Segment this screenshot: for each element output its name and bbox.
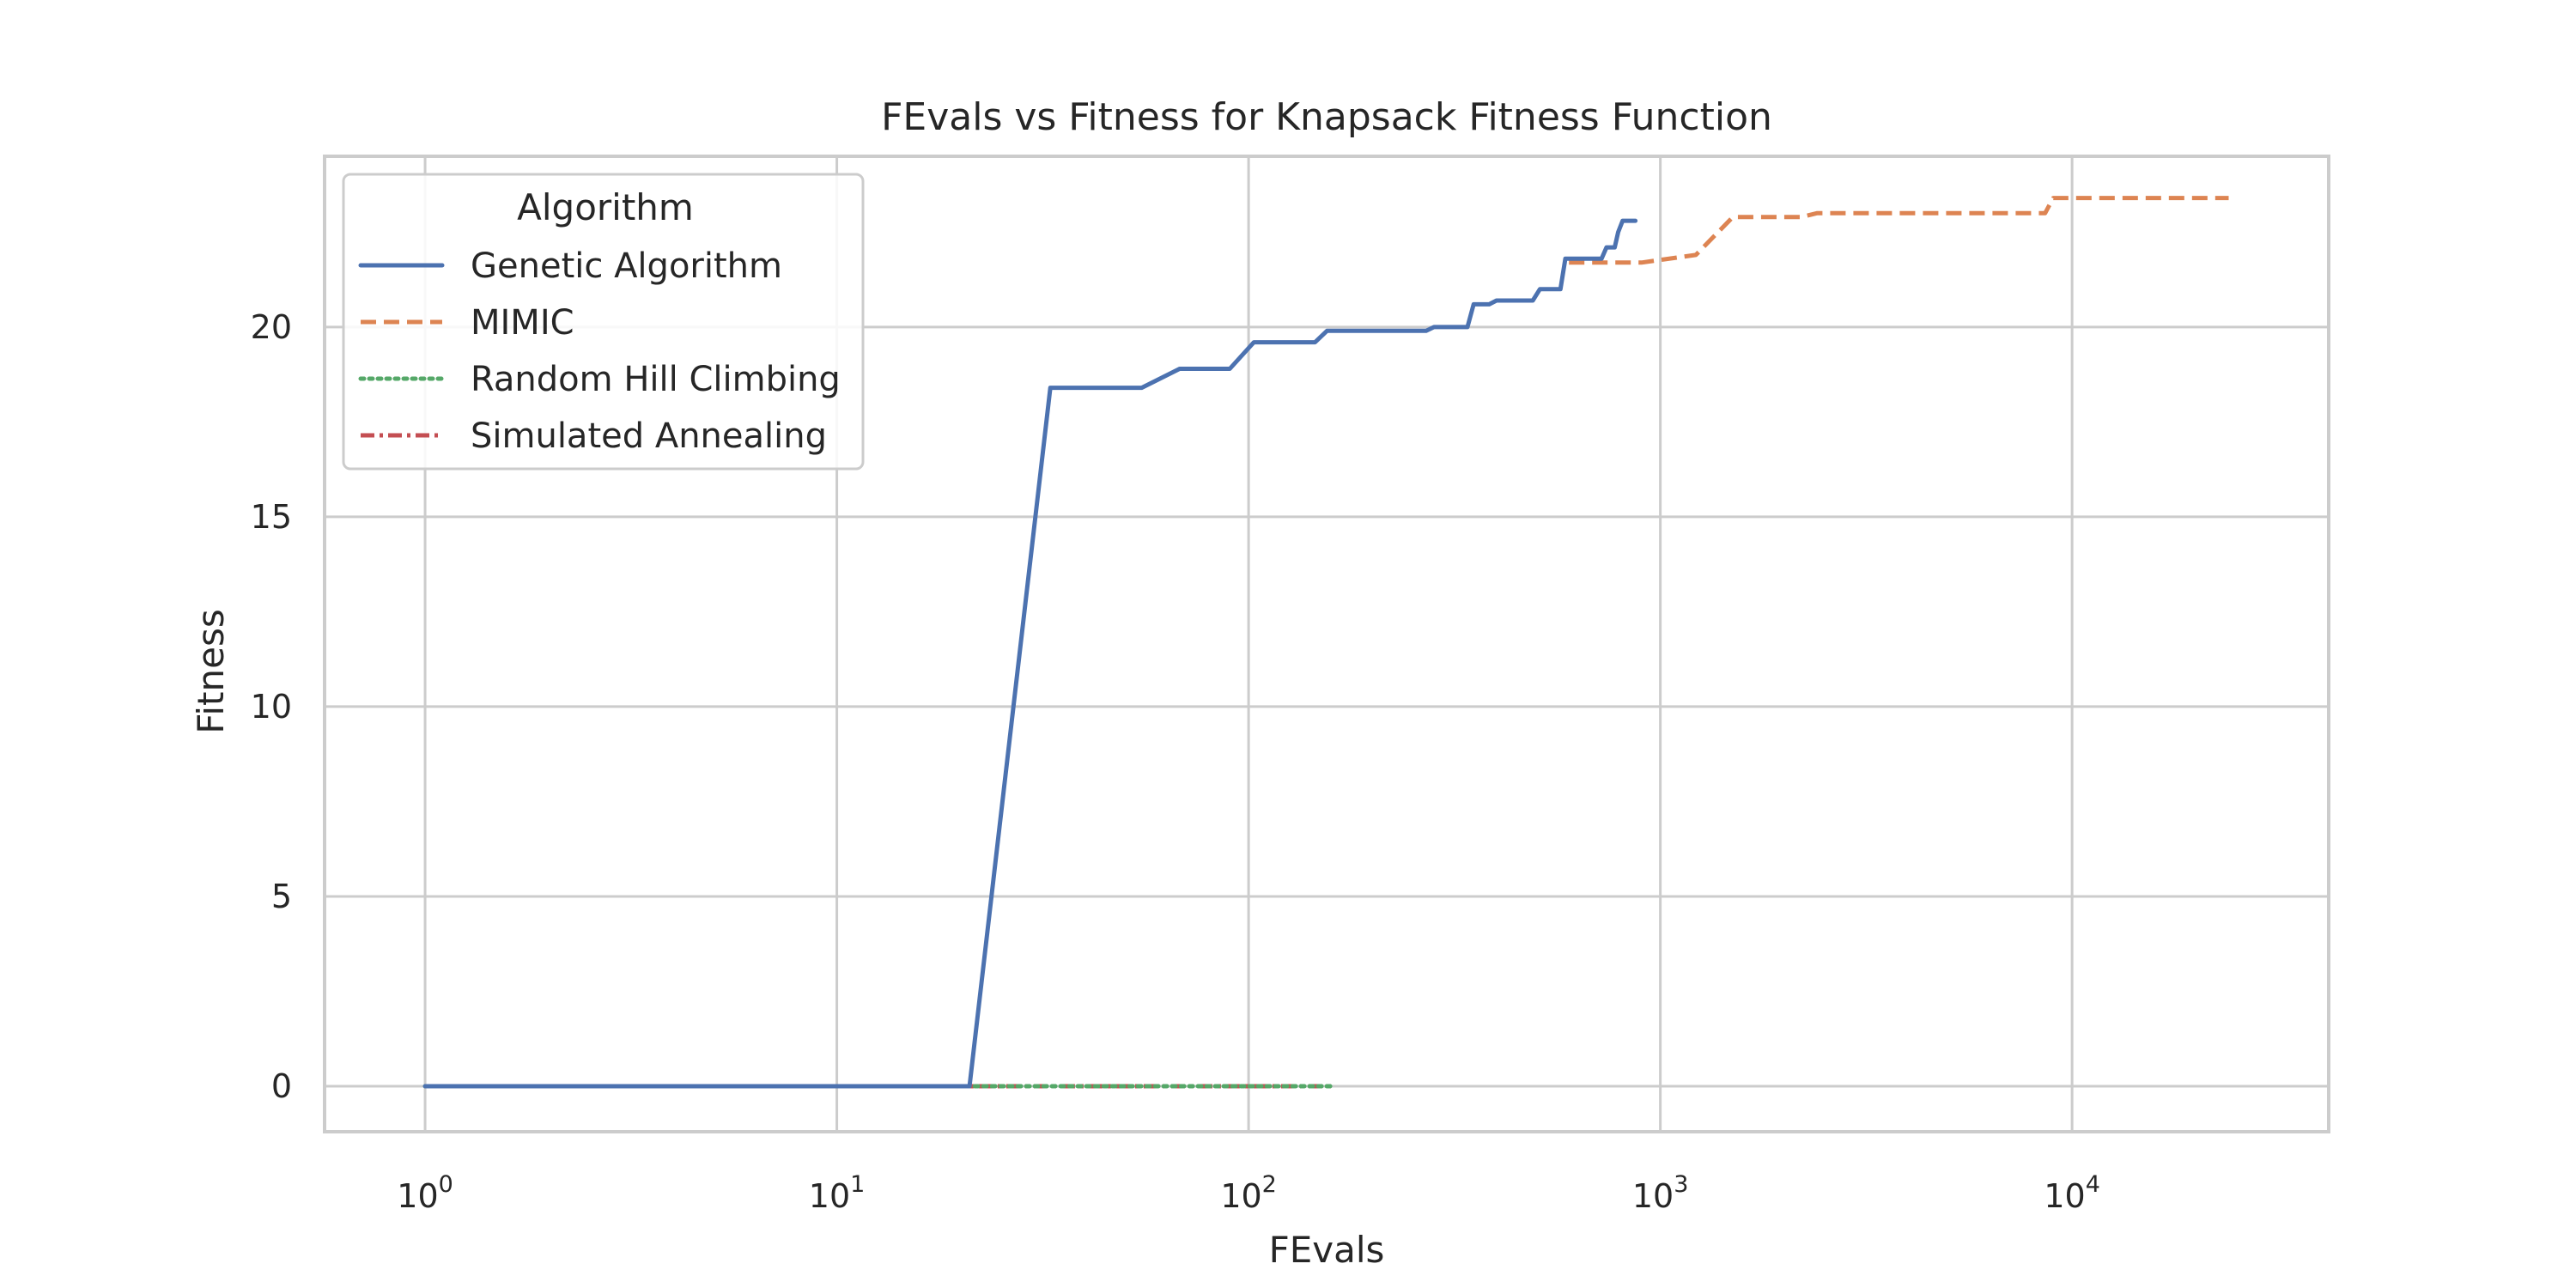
y-axis-ticks: 0 5 10 15 20 [251, 308, 292, 1105]
y-tick-label: 0 [271, 1067, 292, 1105]
legend-label: Genetic Algorithm [471, 246, 782, 286]
y-tick-label: 20 [251, 308, 292, 346]
y-tick-label: 10 [251, 688, 292, 726]
legend: Algorithm Genetic Algorithm MIMIC Random Hi… [342, 173, 865, 471]
x-tick-label: 102 [1220, 1171, 1277, 1215]
x-tick-label: 100 [397, 1171, 453, 1215]
y-axis-label: Fitness [190, 609, 232, 733]
x-tick-label: 101 [809, 1171, 866, 1215]
x-tick-label: 104 [2044, 1171, 2100, 1215]
legend-box [342, 173, 865, 471]
chart-title: FEvals vs Fitness for Knapsack Fitness F… [881, 95, 1772, 139]
x-axis-ticks: 100 101 102 103 104 [397, 1171, 2100, 1215]
plot-area-frame [323, 155, 2330, 1133]
y-tick-label: 15 [251, 498, 292, 536]
legend-label: Simulated Annealing [471, 416, 827, 456]
x-axis-label: FEvals [1269, 1229, 1385, 1271]
legend-title: Algorithm [517, 186, 694, 228]
legend-label: MIMIC [471, 303, 574, 343]
series-line-mimic [1569, 196, 2229, 265]
legend-label: Random Hill Climbing [471, 360, 841, 399]
y-tick-label: 5 [271, 878, 292, 915]
x-tick-label: 103 [1632, 1171, 1689, 1215]
series-lines [422, 196, 2229, 1089]
series-line-genetic-algorithm [422, 218, 1638, 1089]
